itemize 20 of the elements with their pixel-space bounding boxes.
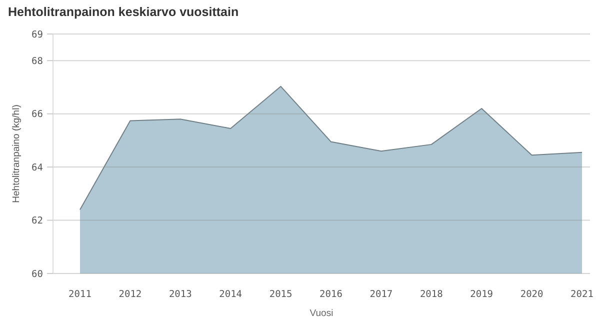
x-tick-label: 2021 <box>570 289 594 300</box>
y-axis-title: Hehtolitranpaino (kg/hl) <box>11 104 22 203</box>
y-tick-label: 64 <box>32 162 44 174</box>
y-tick-label: 69 <box>32 29 44 40</box>
y-tick-label: 60 <box>32 268 44 280</box>
x-tick-label: 2012 <box>118 289 142 300</box>
x-tick-label: 2013 <box>168 289 192 300</box>
y-tick-label: 62 <box>32 216 43 227</box>
y-tick-label: 66 <box>32 109 44 120</box>
x-tick-label: 2020 <box>520 289 544 300</box>
x-tick-label: 2017 <box>370 289 393 300</box>
x-tick-label: 2015 <box>269 289 292 300</box>
y-tick-label: 68 <box>32 56 44 67</box>
chart-title: Hehtolitranpainon keskiarvo vuosittain <box>8 5 239 19</box>
x-tick-label: 2018 <box>420 289 444 300</box>
x-tick-label: 2016 <box>320 289 343 300</box>
x-tick-label: 2019 <box>470 289 494 300</box>
x-axis-title: Vuosi <box>310 308 334 319</box>
x-tick-label: 2014 <box>219 289 242 300</box>
x-tick-label: 2011 <box>68 289 92 300</box>
